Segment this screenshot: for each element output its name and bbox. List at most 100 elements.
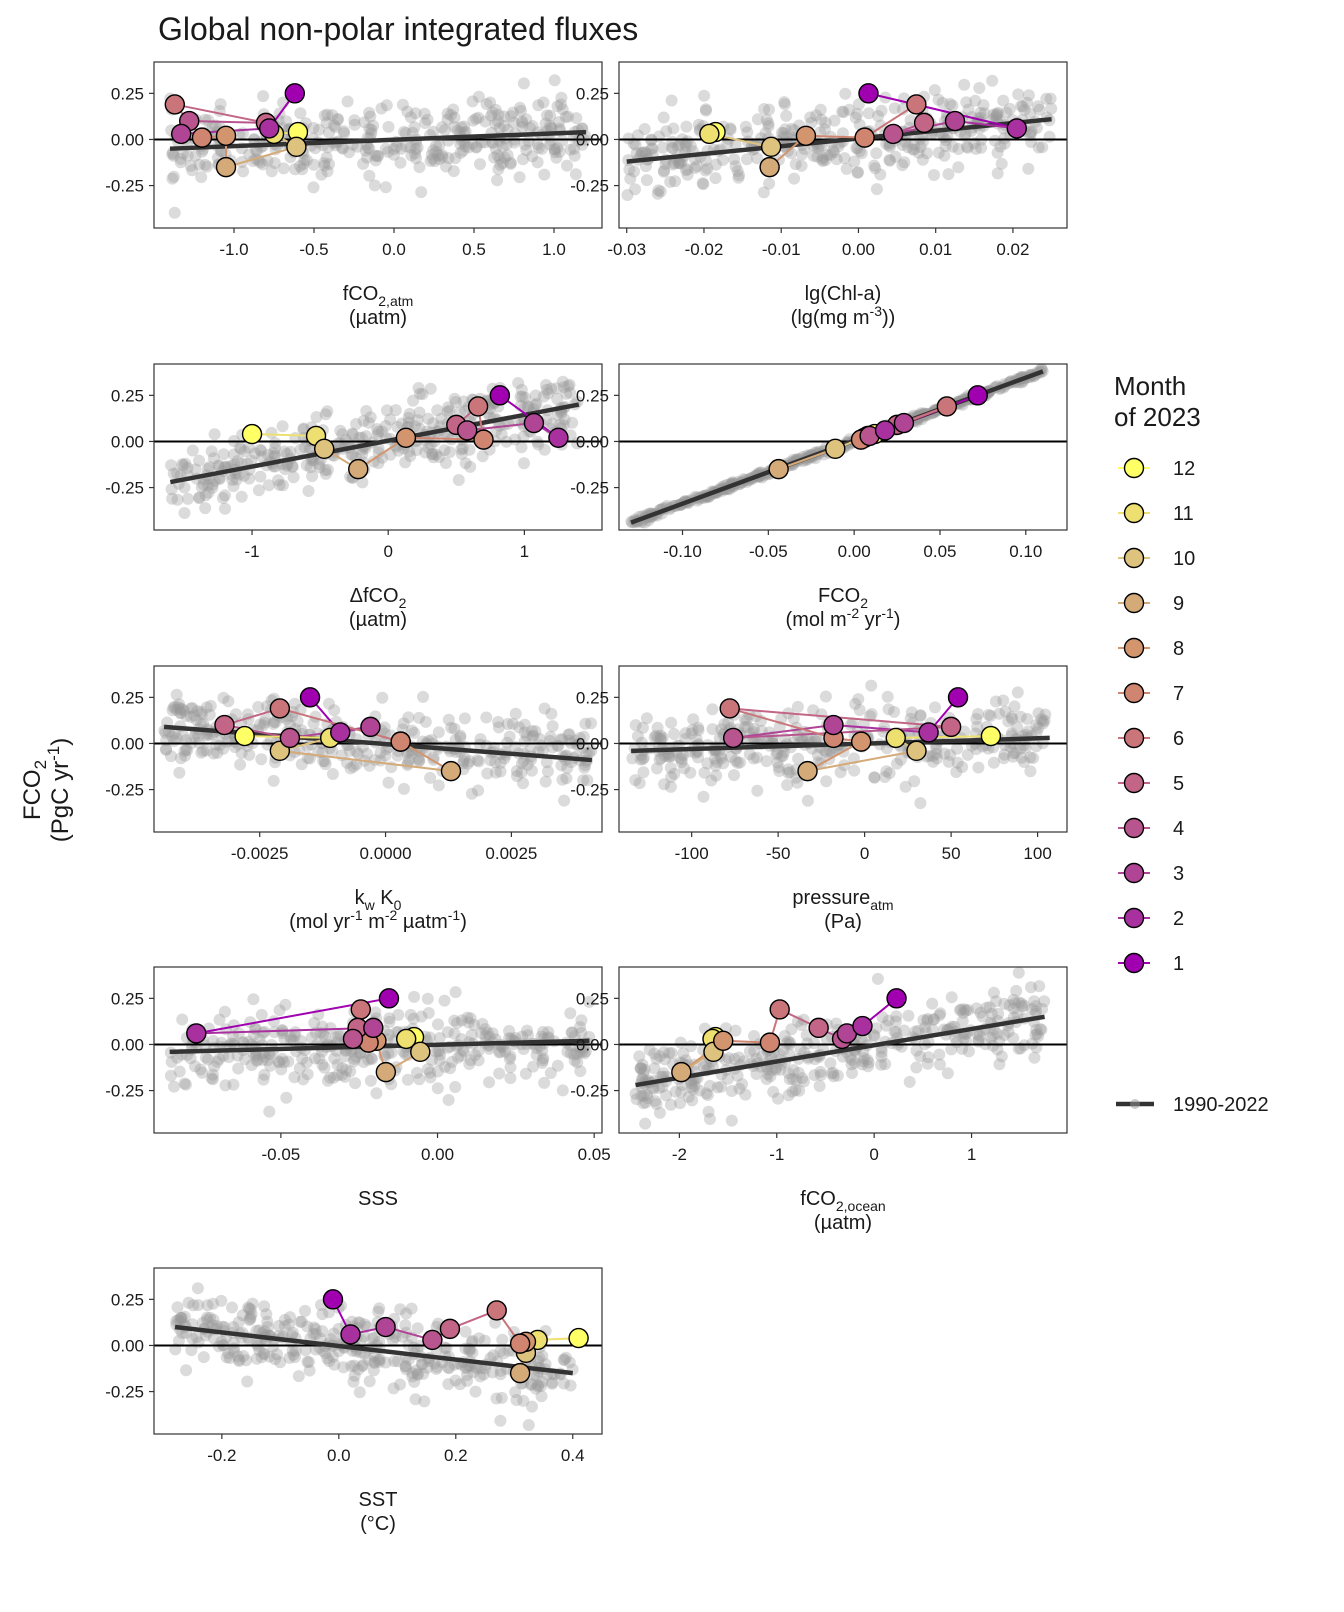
historic-point	[403, 753, 415, 766]
historic-point	[430, 1363, 443, 1375]
month-point-6	[769, 999, 790, 1020]
historic-point	[278, 1032, 291, 1045]
historic-point	[432, 149, 445, 162]
x-tick-label: 0.00	[842, 240, 875, 259]
historic-point	[728, 153, 741, 166]
historic-point	[548, 74, 561, 87]
historic-point	[493, 1046, 506, 1059]
historic-point	[348, 118, 361, 131]
historic-point	[563, 728, 576, 741]
historic-point	[815, 113, 828, 126]
historic-point	[724, 123, 737, 136]
historic-point	[459, 1362, 472, 1375]
historic-point	[186, 702, 199, 715]
historic-point	[308, 1052, 321, 1065]
historic-point	[363, 122, 376, 135]
historic-point	[701, 162, 714, 175]
historic-point	[384, 448, 397, 461]
historic-point	[356, 476, 369, 489]
panel-border	[153, 966, 603, 1134]
historic-point	[688, 1079, 701, 1092]
historic-point	[777, 127, 790, 140]
historic-point	[912, 1024, 925, 1037]
y-tick-label: 0.00	[576, 432, 609, 451]
historic-point	[510, 1394, 523, 1406]
historic-point	[474, 1370, 487, 1383]
historic-point	[404, 111, 417, 124]
historic-point	[245, 1059, 258, 1072]
historic-point	[843, 103, 856, 116]
historic-point	[348, 1052, 361, 1065]
historic-point	[284, 1033, 297, 1046]
historic-point	[218, 1321, 231, 1334]
historic-point	[217, 691, 230, 704]
historic-point	[357, 1056, 370, 1068]
historic-point	[498, 110, 511, 123]
x-tick-label: -0.05	[749, 542, 788, 561]
historic-point	[998, 1029, 1011, 1041]
historic-point	[187, 1299, 200, 1312]
historic-point	[267, 1340, 280, 1353]
historic-point	[243, 148, 256, 161]
historic-point	[459, 140, 472, 153]
historic-point	[665, 770, 678, 783]
historic-point	[780, 109, 793, 122]
historic-point	[973, 82, 986, 94]
historic-point	[957, 1033, 970, 1045]
historic-point	[824, 1057, 837, 1070]
historic-point	[986, 74, 999, 87]
historic-point	[412, 752, 425, 765]
historic-point	[561, 762, 574, 774]
historic-point	[542, 387, 555, 400]
historic-point	[276, 479, 289, 492]
historic-point	[443, 404, 456, 417]
historic-point	[898, 156, 911, 169]
historic-point	[535, 142, 548, 155]
historic-point	[164, 1069, 177, 1082]
legend-item-baseline: 1990-2022	[1116, 1094, 1269, 1116]
historic-point	[165, 459, 178, 472]
historic-point	[629, 1087, 642, 1100]
historic-point	[702, 1105, 715, 1118]
historic-point	[443, 446, 456, 459]
historic-point	[170, 703, 183, 716]
historic-point	[954, 1004, 966, 1017]
historic-point	[729, 754, 742, 767]
historic-point	[235, 747, 248, 759]
historic-point	[368, 179, 381, 192]
historic-point	[405, 1302, 418, 1315]
historic-point	[178, 481, 191, 494]
historic-point	[362, 1053, 375, 1066]
historic-point	[486, 106, 499, 119]
historic-point	[300, 1056, 313, 1069]
historic-point	[883, 153, 896, 166]
historic-point	[819, 116, 832, 129]
month-point-2	[340, 1324, 361, 1345]
historic-point	[514, 101, 526, 114]
historic-point	[658, 749, 671, 762]
historic-point	[408, 121, 421, 134]
historic-point	[875, 104, 888, 117]
month-point-2	[186, 1023, 207, 1044]
x-axis-label-part: pressure	[792, 887, 870, 909]
historic-point	[577, 730, 590, 743]
historic-point	[303, 443, 316, 456]
historic-point	[507, 106, 519, 119]
historic-point	[410, 152, 422, 165]
y-tick-label: -0.25	[570, 1082, 609, 1101]
historic-point	[406, 126, 419, 139]
month-point-5	[808, 1017, 829, 1039]
historic-point	[509, 707, 522, 720]
historic-point	[984, 709, 997, 722]
historic-point	[220, 735, 233, 748]
x-tick-label: 0.2	[444, 1446, 468, 1465]
historic-point	[656, 1080, 669, 1093]
month-segment	[864, 103, 917, 139]
historic-point	[648, 1062, 661, 1075]
trend-line	[635, 1014, 1045, 1088]
historic-point	[634, 1062, 647, 1075]
historic-point	[321, 1352, 334, 1365]
x-axis-unit-part: (mol yr	[289, 911, 350, 933]
historic-point	[297, 423, 310, 436]
legend-label: 9	[1173, 593, 1184, 615]
